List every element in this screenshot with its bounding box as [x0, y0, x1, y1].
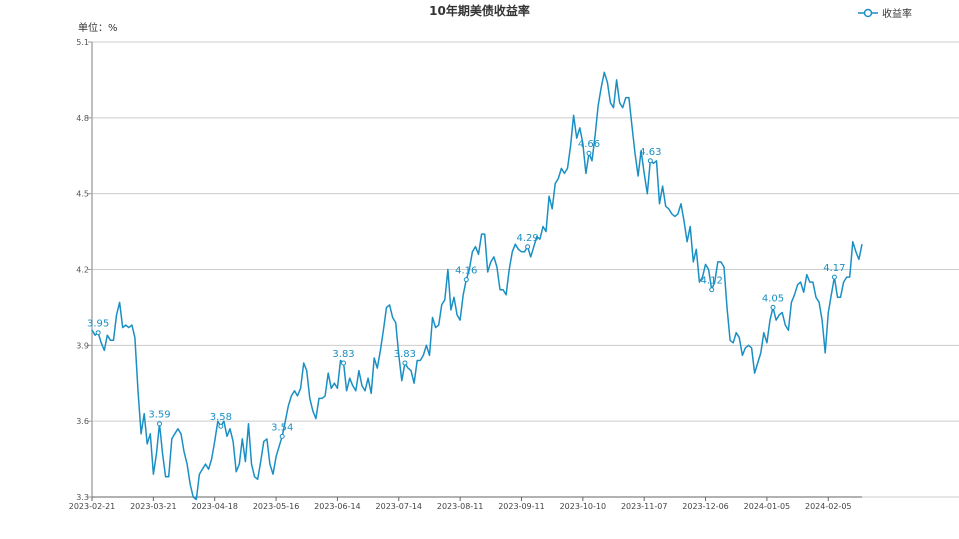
x-tick-label: 2023-03-21 [130, 502, 177, 511]
data-point-marker [586, 150, 592, 156]
series-line-收益率 [91, 71, 863, 501]
data-label: 4.29 [516, 233, 538, 244]
data-point-marker [525, 244, 531, 250]
data-label: 4.63 [639, 147, 661, 158]
data-label: 3.95 [87, 319, 109, 330]
data-label: 4.16 [455, 266, 477, 277]
data-label: 4.66 [578, 139, 600, 150]
data-label: 3.59 [148, 410, 170, 421]
data-label: 3.54 [271, 422, 293, 433]
y-tick-label: 4.8 [76, 114, 89, 123]
x-tick-label: 2023-10-10 [560, 502, 607, 511]
y-tick-label: 3.9 [76, 341, 89, 350]
x-tick-label: 2024-02-05 [805, 502, 852, 511]
x-tick-label: 2023-06-14 [314, 502, 361, 511]
chart-title: 10年期美债收益率 [429, 4, 530, 18]
x-tick-label: 2023-04-18 [191, 502, 238, 511]
data-point-marker [156, 421, 162, 427]
data-point-marker [341, 360, 347, 366]
legend-label: 收益率 [882, 9, 912, 20]
data-label: 3.83 [394, 349, 416, 360]
data-point-marker [463, 277, 469, 283]
data-point-marker [647, 158, 653, 164]
data-point-marker [770, 304, 776, 310]
y-tick-label: 5.1 [76, 38, 89, 47]
y-tick-label: 4.5 [76, 190, 89, 199]
x-tick-label: 2023-07-14 [376, 502, 423, 511]
y-tick-label: 4.2 [76, 266, 89, 275]
legend-item[interactable]: 收益率 [858, 5, 912, 20]
y-tick-label: 3.3 [76, 493, 89, 502]
x-tick-label: 2023-05-16 [253, 502, 300, 511]
x-tick-label: 2023-09-11 [498, 502, 545, 511]
data-point-marker [402, 360, 408, 366]
x-tick-label: 2023-12-06 [682, 502, 729, 511]
data-label: 4.17 [823, 263, 845, 274]
x-tick-label: 2024-01-05 [744, 502, 791, 511]
data-label: 3.58 [210, 412, 232, 423]
x-tick-label: 2023-02-21 [69, 502, 116, 511]
data-label: 3.83 [332, 349, 354, 360]
data-point-marker [709, 287, 715, 293]
x-tick-label: 2023-11-07 [621, 502, 668, 511]
y-axis-unit-label: 单位：% [78, 23, 118, 34]
y-tick-label: 3.6 [76, 417, 89, 426]
data-point-marker [279, 433, 285, 439]
data-label: 4.05 [762, 293, 784, 304]
data-point-marker [95, 330, 101, 336]
legend-line-circle-icon [858, 8, 878, 17]
data-label: 4.12 [701, 276, 723, 287]
data-point-marker [218, 423, 224, 429]
x-tick-label: 2023-08-11 [437, 502, 484, 511]
data-point-marker [831, 274, 837, 280]
